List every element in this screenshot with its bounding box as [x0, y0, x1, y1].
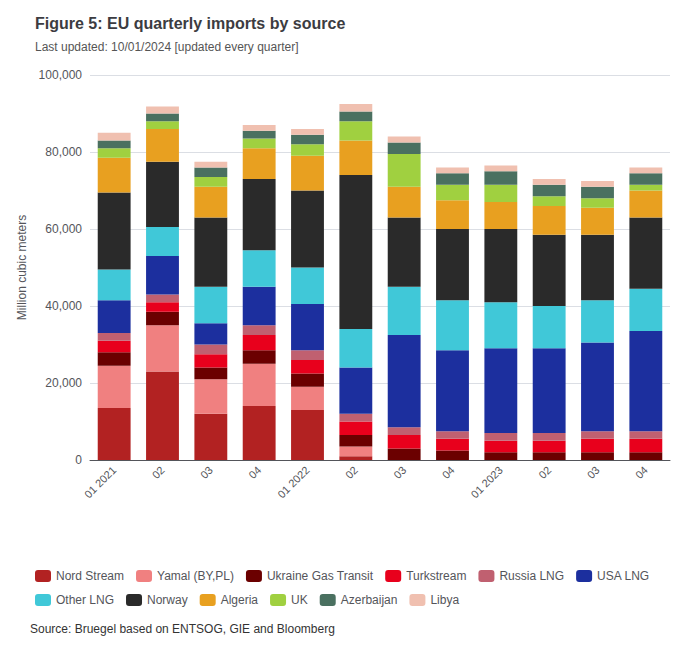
- svg-text:04: 04: [440, 464, 457, 481]
- svg-text:Algeria: Algeria: [221, 593, 259, 607]
- svg-text:01 2021: 01 2021: [82, 464, 119, 501]
- svg-text:UK: UK: [291, 593, 308, 607]
- svg-text:Russia LNG: Russia LNG: [499, 569, 564, 583]
- svg-text:Nord Stream: Nord Stream: [56, 569, 124, 583]
- svg-text:80,000: 80,000: [45, 145, 82, 159]
- svg-text:60,000: 60,000: [45, 222, 82, 236]
- svg-text:20,000: 20,000: [45, 376, 82, 390]
- svg-text:Million cubic meters: Million cubic meters: [15, 215, 29, 320]
- svg-text:03: 03: [198, 464, 215, 481]
- svg-text:Ukraine Gas Transit: Ukraine Gas Transit: [267, 569, 374, 583]
- svg-text:02: 02: [536, 464, 553, 481]
- svg-text:100,000: 100,000: [39, 68, 83, 82]
- svg-text:04: 04: [246, 464, 263, 481]
- svg-text:01 2022: 01 2022: [275, 464, 312, 501]
- svg-text:02: 02: [150, 464, 167, 481]
- svg-text:02: 02: [343, 464, 360, 481]
- svg-text:Norway: Norway: [147, 593, 188, 607]
- svg-text:Yamal (BY,PL): Yamal (BY,PL): [157, 569, 234, 583]
- svg-text:Azerbaijan: Azerbaijan: [341, 593, 398, 607]
- svg-text:40,000: 40,000: [45, 299, 82, 313]
- svg-text:04: 04: [633, 464, 650, 481]
- svg-text:Source: Bruegel based on ENTSO: Source: Bruegel based on ENTSOG, GIE and…: [30, 622, 335, 636]
- svg-text:03: 03: [585, 464, 602, 481]
- svg-text:01 2023: 01 2023: [469, 464, 506, 501]
- svg-text:USA LNG: USA LNG: [597, 569, 649, 583]
- svg-text:Other LNG: Other LNG: [56, 593, 114, 607]
- svg-text:Turkstream: Turkstream: [406, 569, 466, 583]
- svg-text:Figure 5: EU quarterly imports: Figure 5: EU quarterly imports by source: [35, 15, 345, 32]
- svg-text:Last updated: 10/01/2024 [upda: Last updated: 10/01/2024 [updated every …: [35, 40, 299, 54]
- svg-text:03: 03: [391, 464, 408, 481]
- svg-text:Libya: Libya: [430, 593, 459, 607]
- svg-text:0: 0: [75, 453, 82, 467]
